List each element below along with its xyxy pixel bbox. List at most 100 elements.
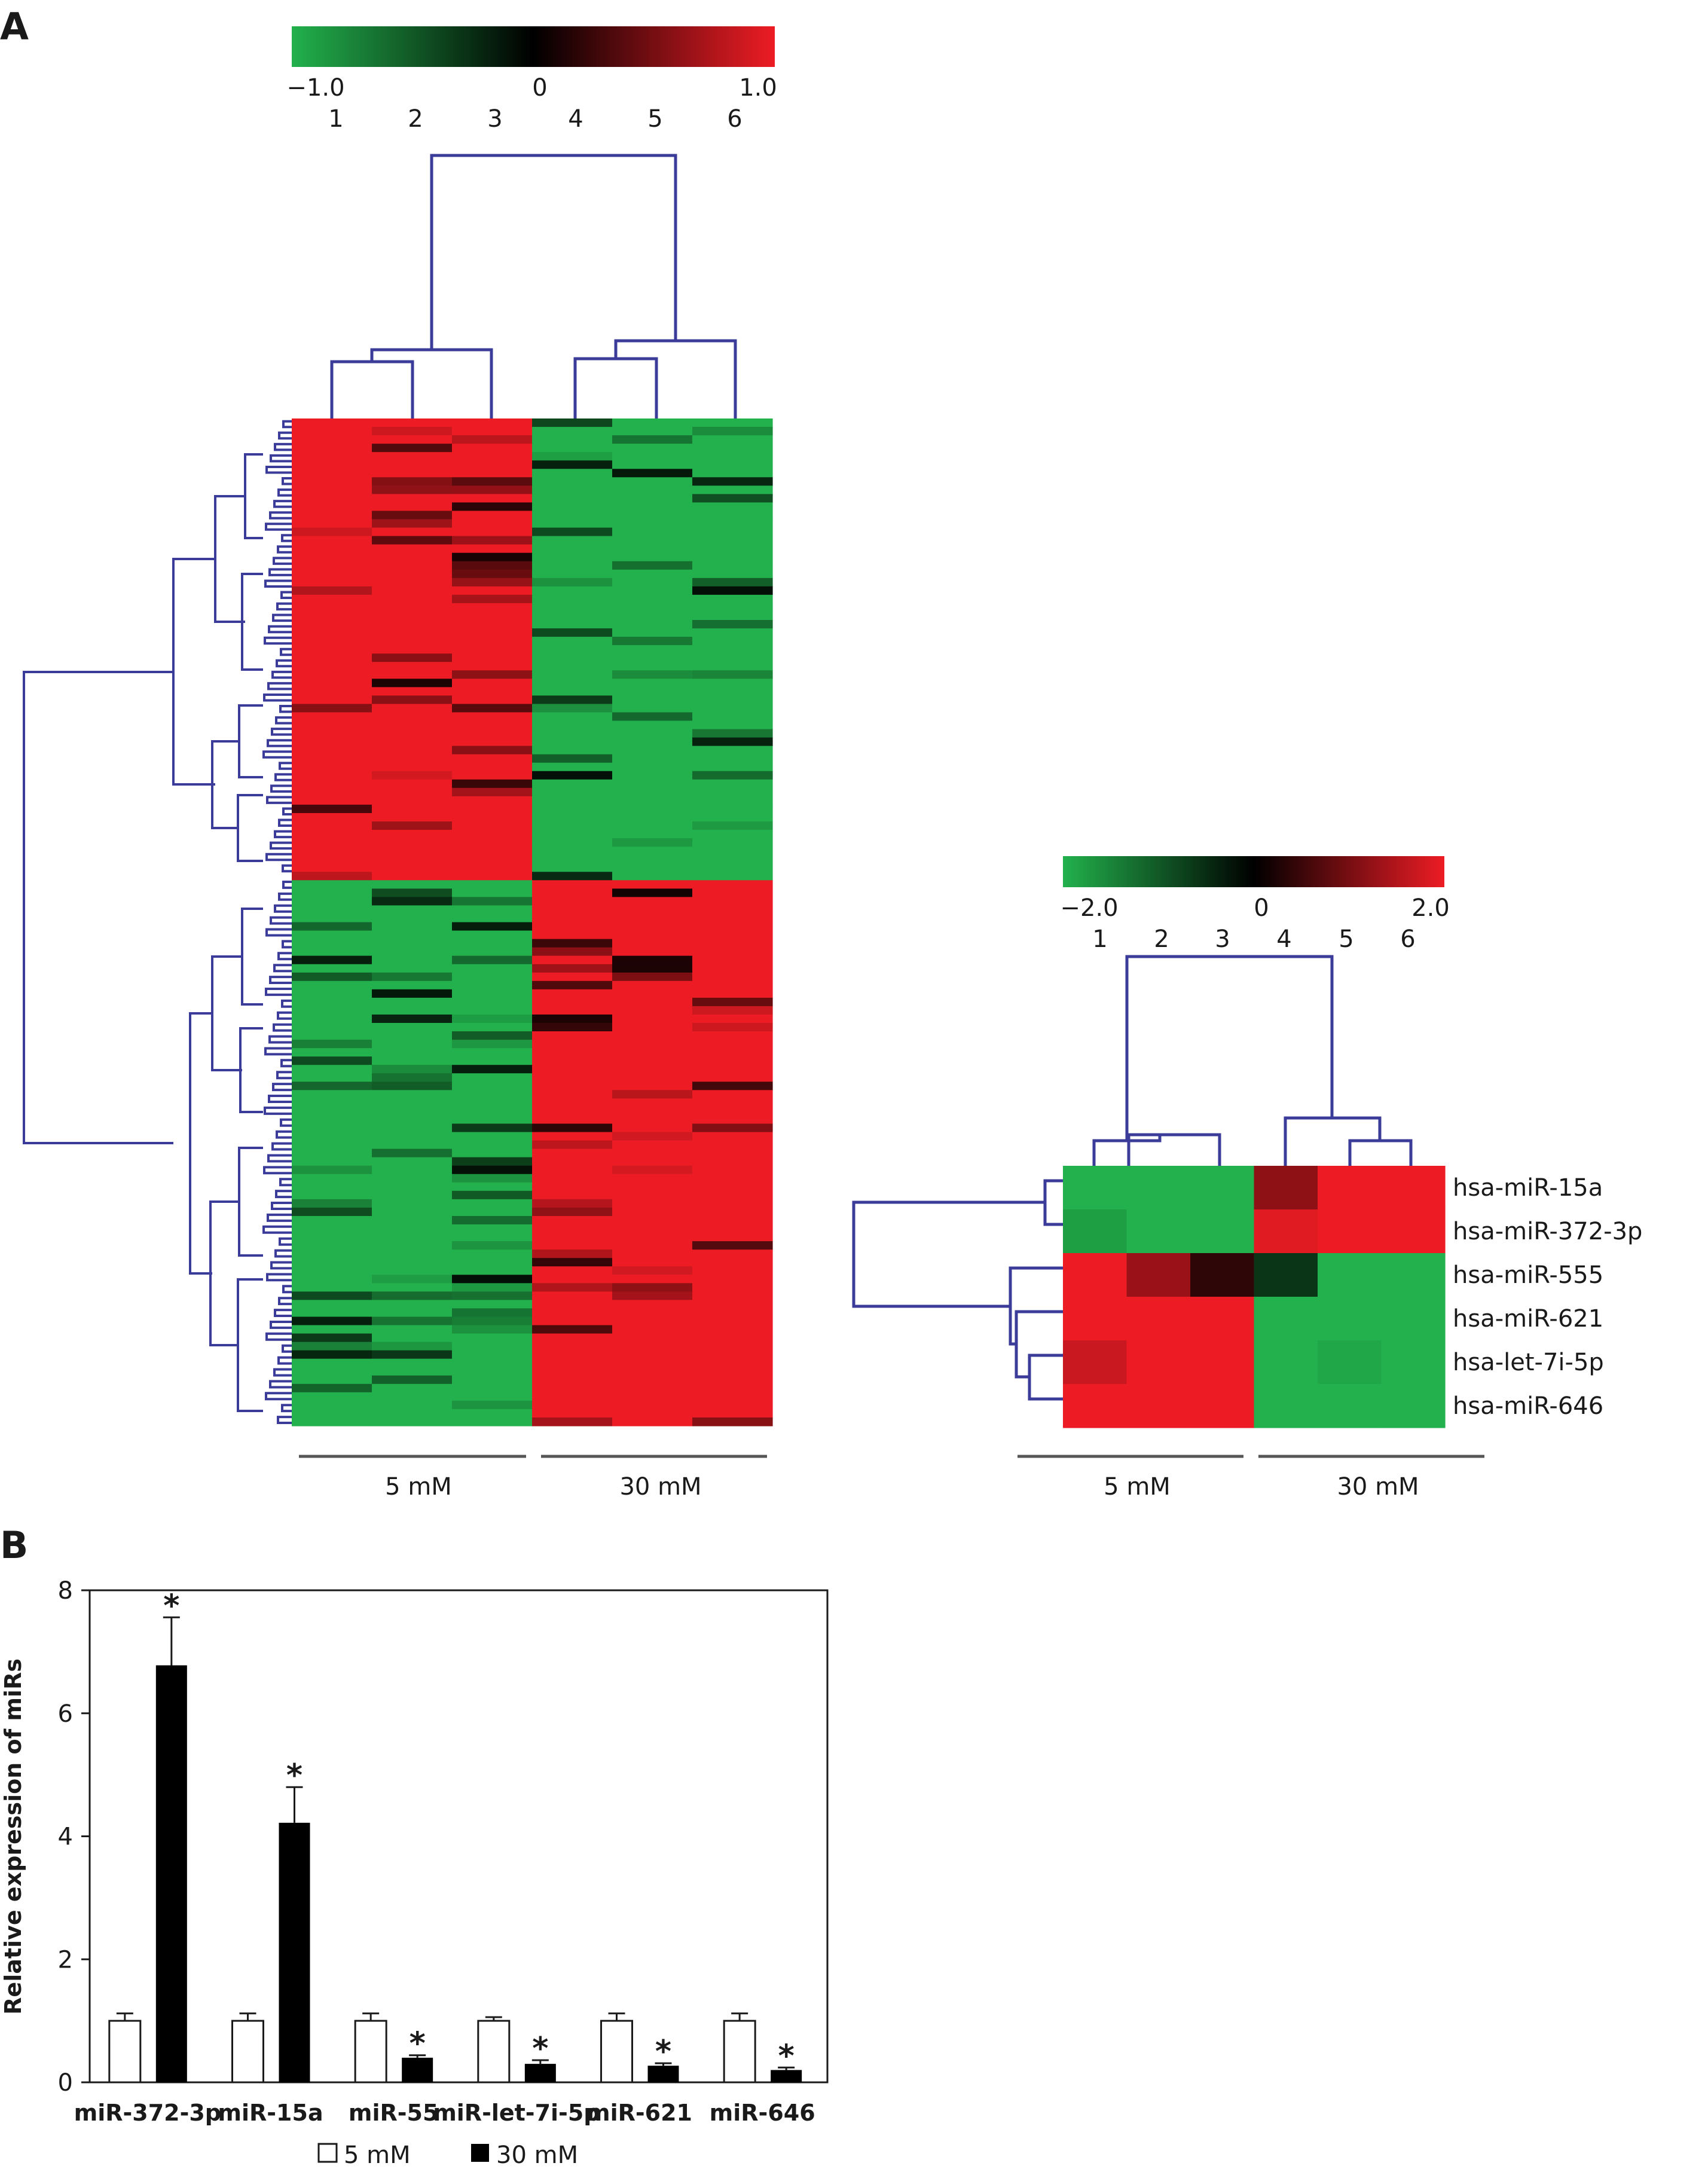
large-heatmap-cell <box>452 746 533 755</box>
large-heatmap-cell <box>532 561 613 570</box>
large-heatmap-cell <box>692 1392 773 1401</box>
y-axis-label: Relative expression of miRs <box>0 1658 26 2015</box>
large-heatmap-cell <box>532 905 613 915</box>
small-heatmap-cell <box>1190 1209 1255 1254</box>
small-group-5mM: 5 mM <box>1104 1473 1171 1501</box>
large-heatmap-cell <box>532 821 613 830</box>
large-heatmap-cell <box>292 494 372 503</box>
large-heatmap-cell <box>532 1325 613 1334</box>
large-heatmap-cell <box>292 469 372 478</box>
large-heatmap-cell <box>692 1241 773 1250</box>
bar-5mM <box>354 2020 387 2084</box>
large-heatmap-cell <box>292 855 372 864</box>
bar-30mM <box>155 1665 187 2082</box>
large-heatmap-cell <box>452 561 533 570</box>
large-heatmap-cell <box>372 1375 453 1385</box>
large-heatmap-cell <box>612 1342 693 1351</box>
bar-5mM <box>600 2020 633 2084</box>
large-heatmap-cell <box>372 485 453 494</box>
large-heatmap-cell <box>612 1014 693 1024</box>
bar-30mM <box>524 2064 556 2082</box>
large-heatmap-cell <box>612 796 693 805</box>
small-scale-bar <box>1063 856 1444 887</box>
large-heatmap-cell <box>692 418 773 427</box>
large-heatmap-cell <box>452 1023 533 1032</box>
large-heatmap-cell <box>372 620 453 629</box>
large-heatmap-cell <box>692 897 773 906</box>
small-heatmap-cell <box>1063 1209 1128 1254</box>
large-heatmap-cell <box>532 1400 613 1410</box>
large-heatmap-cell <box>452 838 533 847</box>
large-heatmap-cell <box>692 1215 773 1225</box>
large-heatmap-cell <box>612 762 693 772</box>
large-heatmap-cell <box>292 1275 372 1284</box>
bar-5mM <box>477 2020 511 2084</box>
large-heatmap-cell <box>372 972 453 982</box>
large-heatmap-cell <box>372 1333 453 1343</box>
large-heatmap-cell <box>372 1383 453 1393</box>
large-sample-2: 2 <box>408 105 423 133</box>
small-color-scale: −2.0 0 2.0 1 2 3 4 5 6 <box>1060 856 1450 953</box>
large-heatmap-cell <box>372 939 453 948</box>
small-heatmap-cell <box>1381 1253 1446 1297</box>
large-heatmap-cell <box>612 1065 693 1074</box>
large-heatmap-cell <box>452 1233 533 1242</box>
large-heatmap-cell <box>452 527 533 537</box>
large-heatmap-cell <box>292 1006 372 1015</box>
large-heatmap-cell <box>692 527 773 537</box>
bar-30mM <box>279 1822 310 2082</box>
large-heatmap-cell <box>532 897 613 906</box>
large-heatmap-cell <box>292 1383 372 1393</box>
large-heatmap-cell <box>532 1283 613 1292</box>
large-heatmap-cell <box>372 1409 453 1418</box>
large-heatmap-cell <box>612 1048 693 1057</box>
large-heatmap-cell <box>532 662 613 671</box>
large-heatmap-cell <box>292 1073 372 1082</box>
small-scale-min: −2.0 <box>1060 894 1118 922</box>
large-heatmap-cell <box>612 1375 693 1385</box>
large-heatmap-cell <box>372 804 453 814</box>
large-heatmap-cell <box>292 1316 372 1326</box>
large-heatmap-cell <box>452 628 533 637</box>
small-heatmap-cell <box>1381 1166 1446 1210</box>
small-sample-5: 5 <box>1339 925 1353 953</box>
large-heatmap-cell <box>452 1040 533 1049</box>
large-heatmap-cell <box>612 1383 693 1393</box>
large-heatmap-cell <box>452 1157 533 1166</box>
large-heatmap-cell <box>452 1224 533 1233</box>
large-heatmap-cell <box>612 821 693 830</box>
large-heatmap-cell <box>612 939 693 948</box>
large-heatmap-cell <box>612 536 693 545</box>
large-heatmap-cell <box>612 1107 693 1116</box>
large-heatmap-cell <box>532 1048 613 1057</box>
large-heatmap-cell <box>292 1165 372 1175</box>
large-heatmap-cell <box>692 712 773 722</box>
large-heatmap-cell <box>612 1040 693 1049</box>
large-heatmap-cell <box>292 1190 372 1200</box>
large-heatmap-cell <box>612 1098 693 1108</box>
large-heatmap-cell <box>292 1215 372 1225</box>
large-heatmap-cell <box>452 1383 533 1393</box>
large-heatmap-cell <box>532 997 613 1007</box>
large-heatmap-cell <box>612 586 693 595</box>
small-heatmap-cell <box>1126 1297 1191 1341</box>
large-heatmap-cell <box>692 947 773 957</box>
large-heatmap-cell <box>292 645 372 654</box>
large-heatmap-cell <box>372 1023 453 1032</box>
large-heatmap-cell <box>292 838 372 847</box>
large-heatmap-cell <box>612 1417 693 1426</box>
large-heatmap-cell <box>692 1048 773 1057</box>
large-heatmap-cell <box>452 1358 533 1368</box>
large-heatmap-cell <box>692 980 773 990</box>
small-heatmap-cell <box>1254 1253 1318 1297</box>
large-heatmap-cell <box>532 704 613 713</box>
large-heatmap-cell <box>532 1174 613 1183</box>
large-heatmap-cell <box>692 779 773 789</box>
large-heatmap-cell <box>532 435 613 444</box>
small-heatmap-cell <box>1063 1340 1128 1385</box>
large-heatmap-cell <box>292 418 372 427</box>
large-heatmap-cell <box>452 594 533 604</box>
large-heatmap-cell <box>692 519 773 528</box>
large-heatmap-cell <box>612 787 693 797</box>
small-heatmap-cell <box>1318 1166 1382 1210</box>
